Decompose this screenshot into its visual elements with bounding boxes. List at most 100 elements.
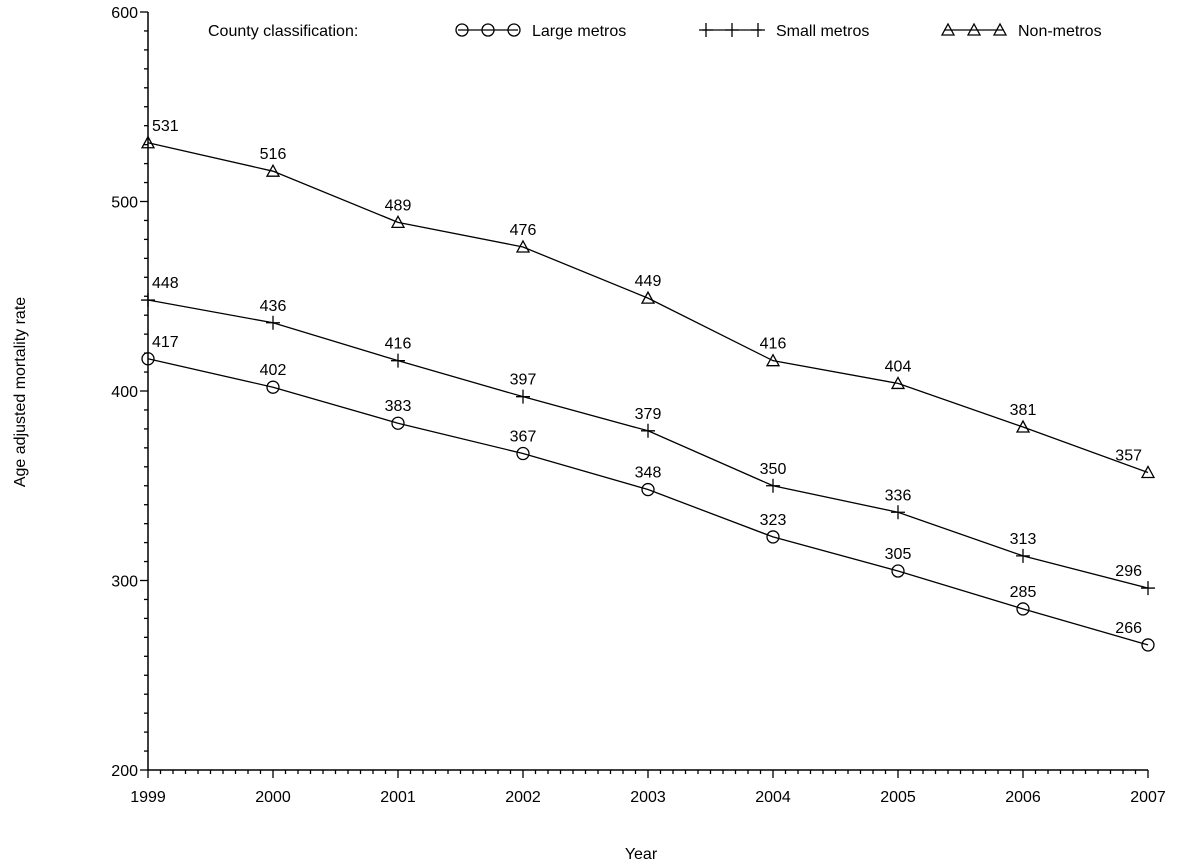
x-axis-ticks: 1999 2000 2001 2002 2003 2004 2005 2006 2007 — [130, 770, 1166, 806]
plus-marker — [266, 315, 280, 330]
series-small-metros — [141, 293, 1155, 596]
data-label: 449 — [635, 273, 662, 290]
data-label: 323 — [760, 512, 787, 529]
plus-marker — [699, 23, 713, 37]
series-line — [147, 358, 1149, 646]
triangle-marker — [765, 353, 781, 367]
data-label: 416 — [385, 336, 412, 353]
plus-marker — [766, 478, 780, 493]
circle-marker — [141, 352, 155, 366]
circle-marker — [641, 482, 655, 497]
series-non-metros — [140, 135, 1156, 479]
data-label: 379 — [635, 406, 662, 423]
data-label: 436 — [260, 298, 287, 315]
triangle-marker — [890, 376, 906, 390]
data-label: 402 — [260, 362, 287, 379]
triangle-marker — [966, 22, 982, 36]
data-label: 383 — [385, 398, 412, 415]
triangle-marker — [390, 214, 406, 228]
circle-marker — [516, 446, 530, 461]
series-large-metros — [141, 352, 1155, 652]
y-tick-label: 600 — [111, 5, 138, 22]
x-tick-label: 1999 — [130, 789, 166, 806]
legend-entry: Non-metros — [940, 22, 1102, 40]
circle-marker — [455, 23, 469, 37]
x-tick-label: 2001 — [380, 789, 416, 806]
plot-axes — [147, 12, 1148, 771]
circle-marker — [266, 380, 280, 394]
legend-entries: Large metros Small metros Non-metros — [455, 22, 1102, 40]
data-label: 285 — [1010, 584, 1037, 601]
plus-marker — [641, 423, 655, 438]
data-label: 448 — [152, 275, 179, 292]
x-tick-label: 2005 — [880, 789, 916, 806]
legend-label: Large metros — [532, 23, 626, 40]
axis-lines — [147, 12, 1148, 771]
data-label: 367 — [510, 429, 537, 446]
legend-label: Small metros — [776, 23, 869, 40]
plus-marker — [725, 23, 739, 37]
data-label: 397 — [510, 372, 537, 389]
circle-marker — [507, 23, 521, 37]
data-label: 357 — [1115, 447, 1142, 464]
triangle-marker — [1015, 419, 1031, 433]
legend-title: County classification: — [208, 23, 358, 40]
data-label: 348 — [635, 465, 662, 482]
data-label: 313 — [1010, 531, 1037, 548]
circle-marker — [391, 416, 405, 430]
data-labels: 417 402 383 367 348 323 305 285 266 448 436 416 397 3… — [152, 118, 1142, 637]
circle-marker — [1141, 638, 1155, 652]
plus-marker — [391, 353, 405, 368]
x-tick-label: 2003 — [630, 789, 666, 806]
data-label: 266 — [1115, 620, 1142, 637]
triangle-marker — [940, 22, 956, 36]
series-line — [147, 299, 1149, 589]
x-axis-title: Year — [625, 846, 658, 863]
y-axis-ticks: 200 300 400 500 600 — [111, 5, 148, 780]
triangle-marker — [140, 135, 156, 149]
plus-marker — [1016, 548, 1030, 563]
legend: County classification: Large metros Small… — [208, 22, 1102, 40]
y-tick-label: 200 — [111, 763, 138, 780]
x-tick-label: 2006 — [1005, 789, 1041, 806]
y-tick-label: 400 — [111, 384, 138, 401]
data-label: 417 — [152, 334, 179, 351]
data-label: 350 — [760, 461, 787, 478]
circle-marker — [1016, 602, 1030, 616]
triangle-marker — [515, 239, 531, 253]
y-axis-title: Age adjusted mortality rate — [12, 297, 29, 487]
plus-marker — [1141, 581, 1155, 596]
circle-marker — [766, 530, 780, 544]
data-label: 516 — [260, 146, 287, 163]
plus-marker — [891, 505, 905, 520]
data-label: 336 — [885, 487, 912, 504]
y-tick-label: 500 — [111, 195, 138, 212]
legend-entry: Large metros — [455, 23, 626, 40]
circle-marker — [481, 23, 495, 37]
plus-marker — [141, 293, 155, 308]
x-tick-label: 2000 — [255, 789, 291, 806]
triangle-marker — [640, 290, 656, 304]
legend-label: Non-metros — [1018, 23, 1102, 40]
series-line — [147, 142, 1149, 474]
data-label: 305 — [885, 546, 912, 563]
plus-marker — [516, 389, 530, 404]
y-tick-label: 300 — [111, 574, 138, 591]
circle-marker — [891, 564, 905, 578]
plus-marker — [751, 23, 765, 37]
x-tick-label: 2004 — [755, 789, 791, 806]
data-label: 381 — [1010, 402, 1037, 419]
data-label: 476 — [510, 222, 537, 239]
data-label: 404 — [885, 358, 912, 375]
triangle-marker — [1140, 465, 1156, 479]
data-label: 416 — [760, 336, 787, 353]
triangle-marker — [265, 163, 281, 177]
series-layer — [140, 135, 1156, 652]
data-label: 489 — [385, 197, 412, 214]
legend-entry: Small metros — [699, 23, 869, 40]
triangle-marker — [992, 22, 1008, 36]
x-tick-label: 2007 — [1130, 789, 1166, 806]
data-label: 531 — [152, 118, 179, 135]
data-label: 296 — [1115, 563, 1142, 580]
